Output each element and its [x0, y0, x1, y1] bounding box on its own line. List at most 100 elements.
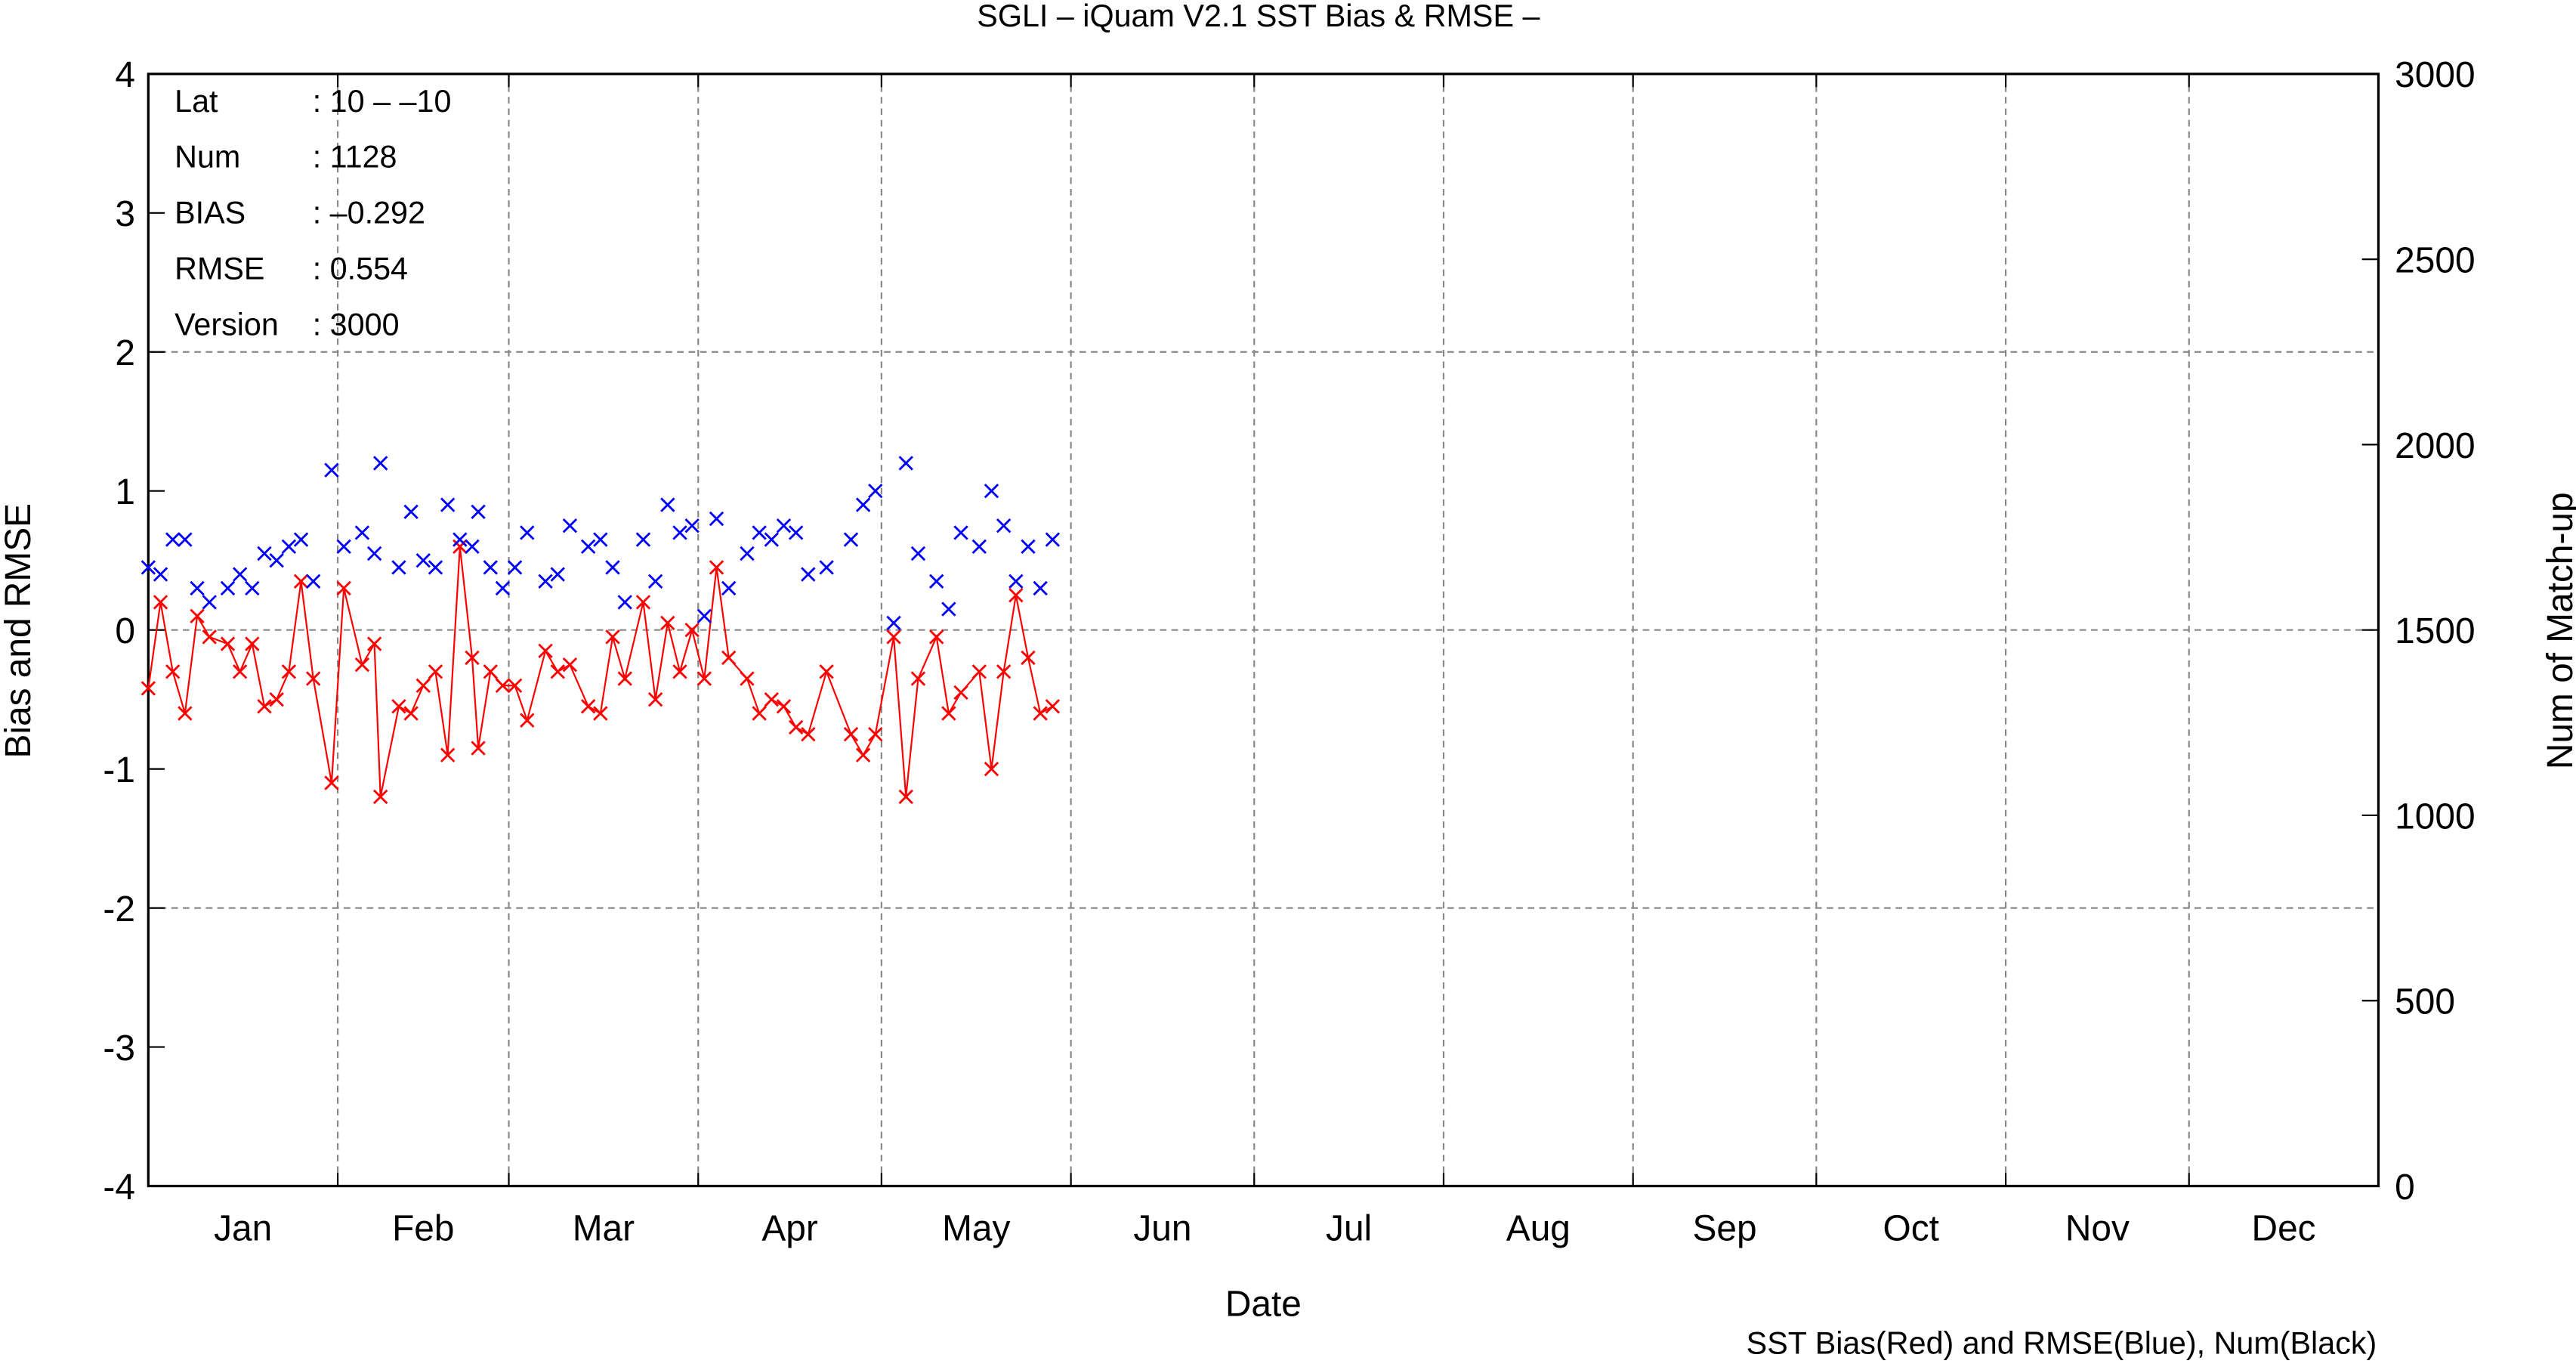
data-point [984, 484, 999, 499]
data-point [788, 719, 804, 735]
data-point [776, 518, 792, 533]
data-point [562, 518, 578, 533]
data-point [1021, 650, 1036, 666]
data-point [764, 691, 780, 707]
data-point [996, 518, 1012, 533]
data-point [465, 650, 480, 666]
data-point [672, 664, 687, 679]
stat-label: Num [175, 140, 240, 175]
data-point [886, 629, 901, 645]
data-point [550, 567, 565, 582]
data-point [495, 678, 511, 693]
data-point [580, 699, 596, 714]
x-tick-label: Mar [573, 1208, 635, 1248]
data-point [403, 504, 419, 520]
data-point [617, 671, 632, 686]
stat-value: : 0.554 [313, 252, 408, 286]
y-tick-label: 3 [115, 194, 135, 234]
data-point [984, 761, 999, 777]
data-point [372, 789, 388, 805]
data-point [257, 546, 272, 561]
data-point [697, 671, 712, 686]
data-point [752, 525, 767, 540]
data-point [507, 560, 523, 575]
data-point [855, 497, 871, 512]
data-point [953, 685, 968, 700]
data-point [306, 574, 321, 589]
data-point [232, 664, 248, 679]
data-point [647, 574, 663, 589]
data-point [281, 539, 297, 554]
data-point [354, 657, 370, 673]
data-point [635, 532, 651, 547]
data-point [740, 546, 755, 561]
stat-label: RMSE [175, 252, 264, 286]
data-point [672, 525, 687, 540]
x-tick-label: Jun [1133, 1208, 1191, 1248]
data-point [910, 671, 926, 686]
data-point [232, 567, 248, 582]
data-point [580, 539, 596, 554]
data-point [1033, 706, 1048, 721]
data-point [336, 580, 351, 596]
y2-tick-label: 1500 [2395, 611, 2475, 651]
stat-value: : 3000 [313, 307, 400, 342]
data-point [910, 546, 926, 561]
data-point [520, 713, 535, 728]
data-point [366, 636, 382, 651]
data-point [520, 525, 535, 540]
data-point [697, 608, 712, 623]
data-point [415, 553, 431, 568]
data-point [635, 595, 651, 610]
data-point [593, 532, 608, 547]
data-point [617, 595, 632, 610]
data-point [898, 456, 913, 471]
y-tick-label: -2 [103, 889, 135, 929]
data-point [819, 560, 834, 575]
data-point [684, 518, 700, 533]
data-point [391, 699, 406, 714]
data-point [483, 664, 498, 679]
data-point [293, 532, 309, 547]
data-point [354, 525, 370, 540]
data-point [153, 595, 168, 610]
x-tick-label: Oct [1883, 1208, 1939, 1248]
data-point [660, 615, 675, 631]
caption: SST Bias(Red) and RMSE(Blue), Num(Black) [1747, 1325, 2377, 1360]
y-tick-label: 2 [115, 333, 135, 373]
y-axis-label: Bias and RMSE [0, 503, 39, 759]
data-point [593, 706, 608, 721]
data-point [843, 726, 859, 742]
y2-tick-label: 2000 [2395, 426, 2475, 466]
data-point [752, 706, 767, 721]
data-point [1045, 699, 1061, 714]
data-point [647, 691, 663, 707]
data-point [336, 539, 351, 554]
stat-label: BIAS [175, 196, 246, 230]
data-point [245, 580, 260, 596]
data-point [153, 567, 168, 582]
data-point [660, 497, 675, 512]
data-point [306, 671, 321, 686]
data-point [996, 664, 1012, 679]
data-point [898, 789, 913, 805]
data-point [788, 525, 804, 540]
data-point [776, 699, 792, 714]
data-point [452, 539, 468, 554]
y2-tick-label: 2500 [2395, 240, 2475, 280]
data-point [190, 580, 205, 596]
data-point [971, 539, 987, 554]
y-tick-label: 0 [115, 611, 135, 651]
x-tick-label: Feb [392, 1208, 454, 1248]
data-point [428, 664, 443, 679]
data-point [269, 553, 284, 568]
data-point [220, 580, 236, 596]
data-point [465, 539, 480, 554]
data-point [562, 657, 578, 673]
x-tick-label: Nov [2065, 1208, 2130, 1248]
data-point [941, 602, 956, 617]
data-point [220, 636, 236, 651]
data-point [1008, 587, 1024, 603]
